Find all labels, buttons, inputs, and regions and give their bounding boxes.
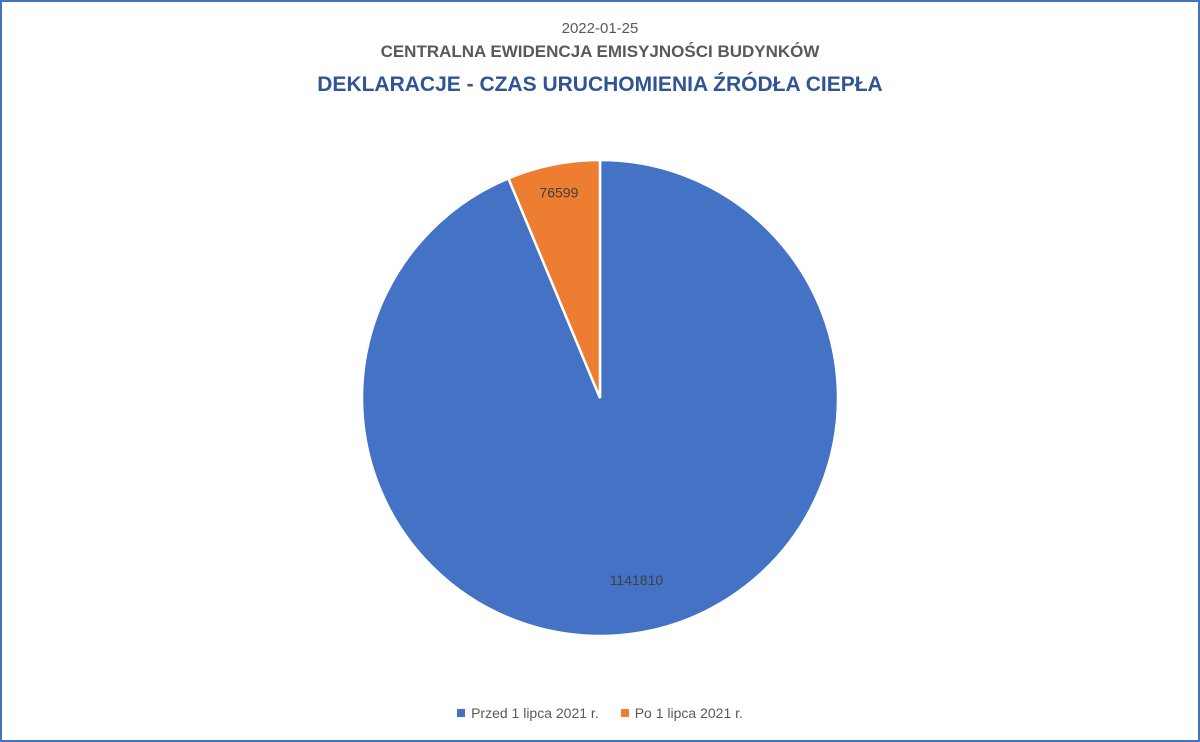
chart-legend: Przed 1 lipca 2021 r. Po 1 lipca 2021 r.	[2, 705, 1198, 721]
chart-title: DEKLARACJE - CZAS URUCHOMIENIA ŹRÓDŁA CI…	[317, 73, 883, 96]
data-label-po: 76599	[539, 185, 578, 201]
legend-item-przed: Przed 1 lipca 2021 r.	[457, 705, 599, 721]
chart-subtitle: CENTRALNA EWIDENCJA EMISYJNOŚCI BUDYNKÓW	[380, 42, 820, 61]
pie-slice-po	[506, 158, 602, 399]
data-label-przed: 1141810	[610, 572, 664, 588]
legend-label-po: Po 1 lipca 2021 r.	[634, 705, 743, 721]
chart-date: 2022-01-25	[561, 20, 639, 37]
legend-swatch-po	[620, 709, 629, 717]
legend-label-przed: Przed 1 lipca 2021 r.	[471, 705, 599, 721]
legend-swatch-przed	[457, 709, 466, 717]
legend-item-po: Po 1 lipca 2021 r.	[620, 705, 743, 721]
